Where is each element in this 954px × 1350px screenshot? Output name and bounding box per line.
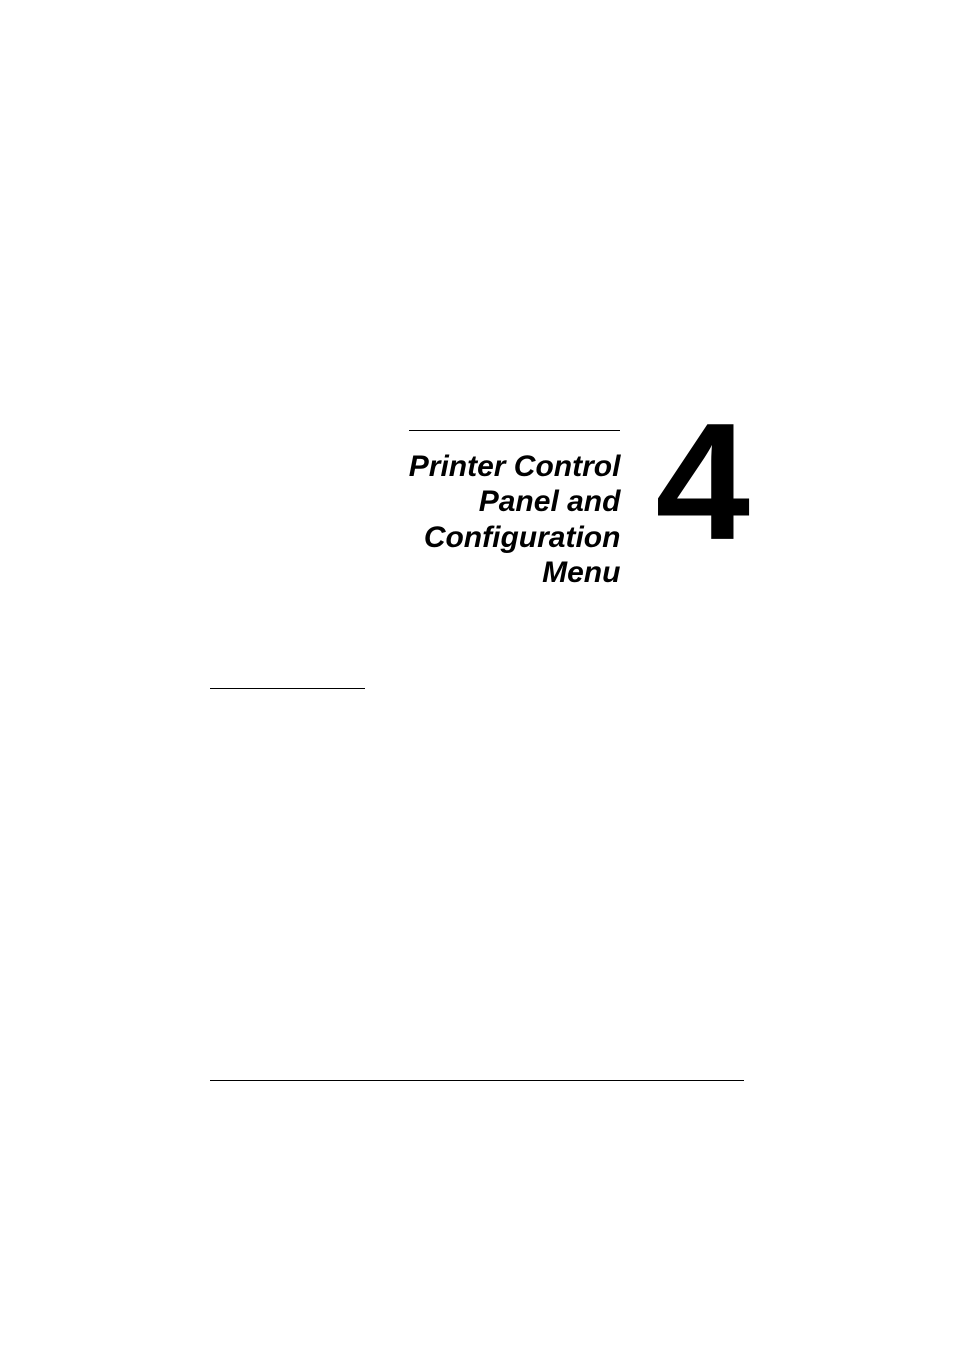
top-horizontal-rule (409, 430, 621, 431)
short-horizontal-rule (210, 688, 365, 689)
chapter-title: Printer Control Panel and Configuration … (409, 449, 621, 591)
chapter-number: 4 (655, 411, 744, 553)
chapter-header: Printer Control Panel and Configuration … (210, 430, 744, 591)
chapter-title-line-2: Panel and (479, 485, 621, 518)
chapter-title-line-4: Menu (542, 556, 620, 589)
title-block: Printer Control Panel and Configuration … (409, 430, 621, 591)
content-area: Printer Control Panel and Configuration … (210, 430, 744, 591)
chapter-title-line-1: Printer Control (409, 450, 621, 483)
footer-horizontal-rule (210, 1080, 744, 1081)
chapter-title-line-3: Configuration (424, 521, 621, 554)
document-page: Printer Control Panel and Configuration … (0, 0, 954, 1350)
